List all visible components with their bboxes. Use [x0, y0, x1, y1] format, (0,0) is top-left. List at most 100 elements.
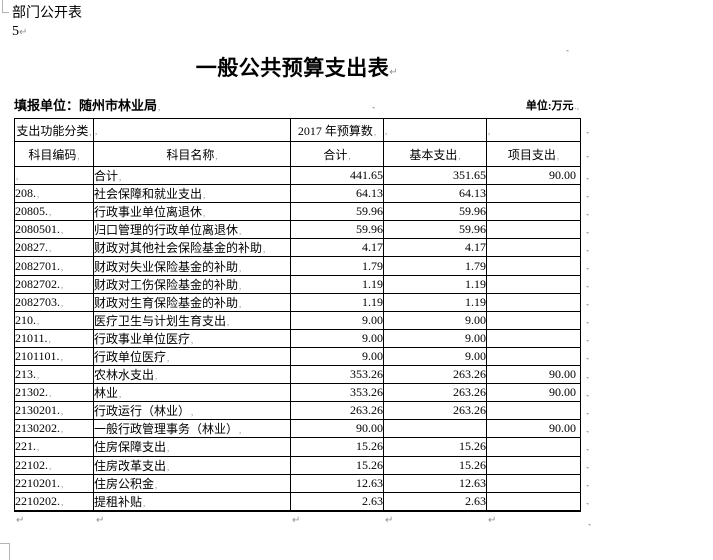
end-of-row-mark: .,	[586, 171, 589, 181]
end-of-cell-mark: ,	[373, 126, 377, 137]
cell-subject-code: 2210201.,	[14, 473, 94, 493]
header-empty-cell: ,	[486, 118, 581, 142]
end-of-cell-mark: ,	[458, 150, 461, 161]
table-row: 2082702., 财政对工伤保险基金的补助, 1.19 1.19	[14, 274, 581, 294]
header-basic-expenditure: 基本支出,	[383, 141, 487, 167]
paragraph-mark-icon: ↵	[389, 67, 399, 78]
end-of-cell-mark: ,	[119, 389, 122, 400]
page-title: 一般公共预算支出表↵	[195, 56, 399, 80]
subject-code-value: 2082701.	[15, 258, 61, 273]
table-row: 21011., 行政事业单位医疗, 9.00 9.00	[14, 328, 581, 348]
end-of-cell-mark: ,	[16, 171, 19, 182]
cell-project-value	[486, 491, 581, 512]
end-of-cell-mark: ,	[239, 226, 242, 237]
end-of-row-mark: .,	[586, 479, 589, 489]
cell-subject-name: 农林水支出,	[93, 365, 291, 385]
end-of-cell-mark: ,	[48, 333, 51, 344]
table-row: 210., 医疗卫生与计划生育支出, 9.00 9.00	[14, 310, 581, 330]
cell-total-value: 441.65	[290, 165, 384, 186]
end-of-row-mark: .,	[586, 125, 589, 135]
subject-name-value: 住房改革支出	[94, 458, 167, 473]
cell-basic-value: 15.26	[383, 455, 487, 475]
header-total: 合计,	[290, 141, 384, 167]
cell-subject-code: 210.,	[14, 310, 94, 330]
end-of-cell-mark: .,	[372, 101, 375, 110]
end-of-row-mark: .,	[586, 243, 589, 253]
end-of-cell-mark: ,	[239, 425, 242, 436]
table-meta-line: 填报单位：随州市林业局, ., 单位:万元.,	[14, 95, 580, 113]
cell-basic-value: 9.00	[383, 328, 487, 348]
table-header-row-2: 科目编码, 科目名称, 合计, 基本支出, 项目支出,	[14, 141, 581, 167]
end-of-cell-mark: ,	[61, 225, 64, 236]
end-of-cell-mark: ,	[37, 370, 40, 381]
header-empty-cell: ,	[93, 118, 291, 142]
cell-project-value: 90.00	[486, 383, 581, 403]
subject-name-value: 住房保障支出	[94, 440, 167, 455]
cell-subject-name: 行政运行（林业）,	[93, 401, 291, 421]
header-subject-name: 科目名称,	[93, 141, 291, 167]
end-of-row-mark: .,	[586, 298, 589, 308]
cell-subject-name: 社会保障和就业支出,	[93, 184, 291, 204]
table-row: 2210202., 提租补贴, 2.63 2.63	[14, 491, 581, 512]
cell-project-value	[486, 437, 581, 457]
end-of-cell-mark: ,	[61, 424, 64, 435]
cell-subject-name: 住房公积金,	[93, 473, 291, 493]
subject-name-value: 行政单位医疗	[94, 349, 167, 364]
cell-subject-name: 财政对工伤保险基金的补助,	[93, 274, 291, 294]
cell-project-value	[486, 220, 581, 240]
cell-total-value: 1.79	[290, 256, 384, 276]
end-of-cell-mark: ,	[191, 334, 194, 345]
cell-subject-code: 21302.,	[14, 383, 94, 403]
paragraph-mark-icon: ↵	[292, 515, 301, 526]
subject-name-value: 一般行政管理事务（林业）	[94, 422, 239, 437]
cell-subject-code: 2130202.,	[14, 419, 94, 439]
end-of-cell-mark: ,	[61, 297, 64, 308]
cell-subject-name: 财政对失业保险基金的补助,	[93, 256, 291, 276]
cell-basic-value: 15.26	[383, 437, 487, 457]
header-func-class: 支出功能分类,	[14, 118, 94, 142]
cell-subject-name: 行政单位医疗,	[93, 346, 291, 367]
subject-code-value: 213.	[15, 367, 37, 382]
cell-project-value	[486, 202, 581, 222]
cell-subject-code: 20805.,	[14, 202, 94, 222]
table-row: 21302., 林业, 353.26 263.26 90.00	[14, 383, 581, 403]
cell-total-value: 59.96	[290, 202, 384, 222]
end-of-cell-mark: ,	[203, 190, 206, 201]
cell-subject-code: ,	[14, 165, 94, 186]
end-of-row-mark: .,	[586, 316, 589, 326]
end-of-cell-mark: ,	[37, 189, 40, 200]
unit-label: 单位:万元.,	[525, 100, 579, 112]
cell-project-value	[486, 455, 581, 475]
reporting-unit-label: 填报单位：随州市林业局,	[14, 98, 161, 113]
cell-subject-name: 医疗卫生与计划生育支出,	[93, 310, 291, 330]
subject-code-value: 21302.	[15, 385, 49, 400]
cell-project-value	[486, 256, 581, 276]
cell-subject-code: 208.,	[14, 184, 94, 204]
table-row: 213., 农林水支出, 353.26 263.26 90.00	[14, 365, 581, 385]
cell-basic-value: 351.65	[383, 165, 487, 186]
end-of-cell-mark: ,	[488, 125, 491, 136]
cell-project-value	[486, 328, 581, 348]
table-row: 2130202., 一般行政管理事务（林业）, 90.00 90.00	[14, 419, 581, 439]
end-of-cell-mark: ,	[227, 316, 230, 327]
end-of-cell-mark: .,	[566, 44, 569, 53]
subject-name-value: 提租补贴	[94, 494, 143, 509]
end-of-cell-mark: ,	[155, 479, 158, 490]
subject-code-value: 2130202.	[15, 421, 61, 436]
end-of-row-mark: .,	[586, 207, 589, 217]
cell-subject-code: 22102.,	[14, 455, 94, 475]
cell-basic-value: 9.00	[383, 346, 487, 367]
subject-name-value: 林业	[94, 386, 119, 401]
cell-subject-name: 住房保障支出,	[93, 437, 291, 457]
table-row: 2130201., 行政运行（林业）, 263.26 263.26	[14, 401, 581, 421]
header-subject-code: 科目编码,	[14, 141, 94, 167]
end-of-cell-mark: ,	[158, 102, 161, 112]
cell-subject-code: 2082701.,	[14, 256, 94, 276]
cell-subject-name: 提租补贴,	[93, 491, 291, 512]
cell-basic-value: 263.26	[383, 365, 487, 385]
subject-name-value: 住房公积金	[94, 476, 155, 491]
end-of-cell-mark: ,	[263, 244, 266, 255]
cell-basic-value: 64.13	[383, 184, 487, 204]
cell-project-value	[486, 310, 581, 330]
end-of-row-mark: .,	[586, 442, 589, 452]
